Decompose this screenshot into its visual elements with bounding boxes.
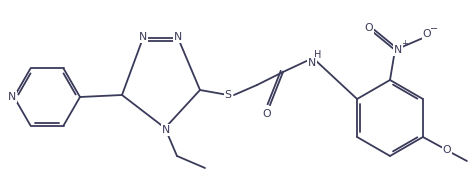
Text: N: N	[162, 125, 170, 135]
Text: N: N	[394, 45, 402, 55]
Text: S: S	[225, 90, 231, 100]
Text: N: N	[308, 58, 316, 68]
Text: N: N	[8, 92, 16, 102]
Text: O: O	[365, 23, 373, 33]
Text: H: H	[315, 50, 322, 60]
Text: −: −	[430, 24, 438, 34]
Text: +: +	[402, 38, 409, 47]
Text: O: O	[263, 109, 272, 119]
Text: N: N	[139, 32, 147, 42]
Text: N: N	[174, 32, 182, 42]
Text: O: O	[423, 29, 431, 39]
Text: O: O	[443, 145, 451, 155]
